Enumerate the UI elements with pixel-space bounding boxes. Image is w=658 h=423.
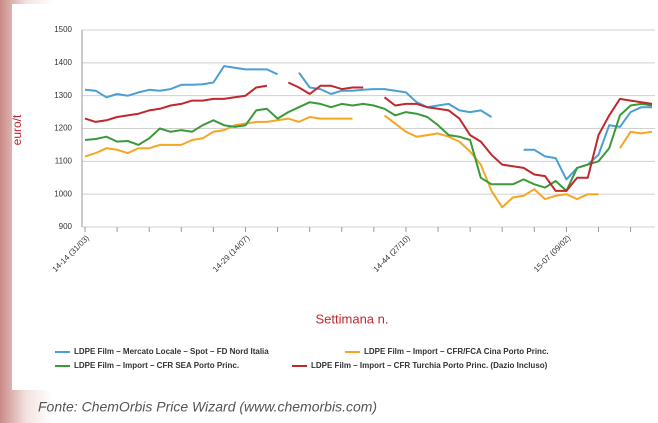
- legend-label: LDPE Film – Import – CFR Turchia Porto P…: [311, 361, 548, 370]
- series-line: [84, 81, 653, 192]
- legend-label: LDPE Film – Import – CFR SEA Porto Princ…: [74, 361, 239, 370]
- y-tick-label: 1100: [55, 156, 73, 165]
- y-tick-label: 1300: [54, 91, 72, 100]
- source: Fonte: ChemOrbis Price Wizard (www.chemo…: [38, 399, 377, 415]
- series-line: [84, 101, 653, 192]
- x-axis-label: Settimana n.: [316, 311, 389, 326]
- y-tick-label: 1000: [54, 189, 72, 198]
- y-axis-label: euro/t: [10, 114, 24, 145]
- series-line: [84, 114, 653, 209]
- legend-label: LDPE Film – Mercato Locale – Spot – FD N…: [74, 347, 269, 356]
- y-tick-label: 1500: [54, 25, 72, 34]
- chart-background: [12, 4, 658, 390]
- y-tick-label: 1400: [54, 58, 72, 67]
- legend-label: LDPE Film – Import – CFR/FCA Cina Porto …: [364, 347, 549, 356]
- y-tick-label: 900: [59, 222, 73, 231]
- y-tick-label: 1200: [54, 124, 72, 133]
